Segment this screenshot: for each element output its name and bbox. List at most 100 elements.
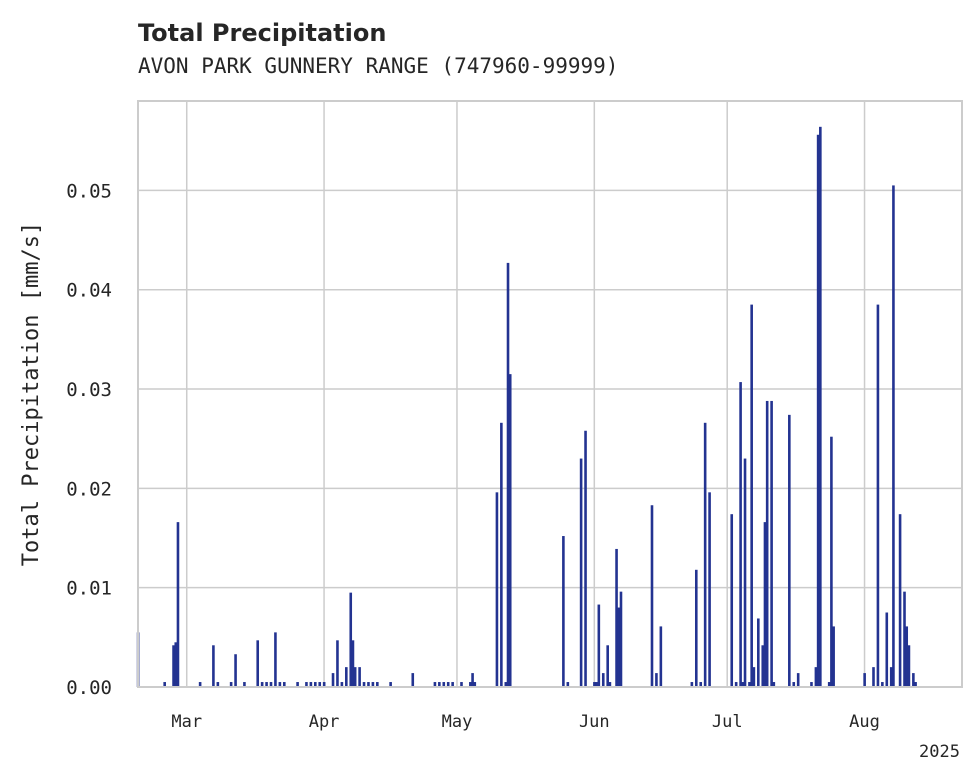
bar-90 bbox=[810, 682, 813, 687]
bar-32 bbox=[362, 682, 366, 687]
bar-54 bbox=[579, 458, 583, 687]
bar-5 bbox=[198, 682, 202, 687]
bar-11 bbox=[256, 640, 260, 687]
bar-56 bbox=[593, 682, 596, 687]
chart-subtitle: AVON PARK GUNNERY RANGE (747960-99999) bbox=[138, 54, 618, 78]
bar-69 bbox=[694, 569, 698, 687]
bar-36 bbox=[389, 682, 392, 687]
chart-title: Total Precipitation bbox=[138, 19, 386, 47]
bar-51 bbox=[508, 374, 512, 687]
bar-99 bbox=[876, 304, 880, 687]
x-tick-label-2: May bbox=[442, 712, 473, 732]
x-axis-ticks: Mar Apr May Jun Jul Aug bbox=[171, 712, 880, 732]
bar-96 bbox=[832, 626, 835, 687]
bar-48 bbox=[500, 422, 503, 687]
bar-58 bbox=[597, 604, 601, 687]
bar-109 bbox=[914, 682, 917, 687]
bar-21 bbox=[314, 682, 317, 687]
bar-60 bbox=[606, 645, 609, 687]
bar-9 bbox=[234, 654, 237, 687]
bar-22 bbox=[318, 682, 322, 687]
bar-44 bbox=[469, 682, 472, 687]
bar-29 bbox=[351, 640, 355, 687]
y-tick-label-3: 0.03 bbox=[66, 379, 112, 401]
bar-93 bbox=[819, 126, 822, 687]
bar-39 bbox=[438, 682, 441, 687]
bar-76 bbox=[741, 682, 745, 687]
bar-50 bbox=[506, 262, 510, 687]
bar-34 bbox=[371, 682, 375, 687]
bar-15 bbox=[274, 632, 277, 687]
bar-89 bbox=[796, 673, 800, 687]
bar-13 bbox=[265, 682, 268, 687]
bar-75 bbox=[739, 382, 742, 687]
bar-23 bbox=[322, 682, 326, 687]
bar-25 bbox=[336, 640, 339, 687]
x-tick-label-0: Mar bbox=[171, 712, 202, 732]
bar-53 bbox=[566, 682, 570, 687]
bar-59 bbox=[601, 673, 605, 687]
bars bbox=[136, 126, 917, 688]
bar-78 bbox=[748, 682, 751, 687]
bar-103 bbox=[892, 185, 895, 688]
grid bbox=[138, 101, 962, 687]
bar-65 bbox=[650, 505, 654, 687]
bar-41 bbox=[446, 682, 450, 687]
bar-95 bbox=[830, 436, 833, 687]
bar-63 bbox=[617, 607, 621, 687]
bar-19 bbox=[305, 682, 308, 687]
x-tick-label-5: Aug bbox=[849, 712, 880, 732]
bar-108 bbox=[912, 673, 915, 687]
bar-84 bbox=[765, 400, 769, 687]
bar-31 bbox=[358, 667, 361, 687]
bar-64 bbox=[619, 591, 623, 687]
bar-82 bbox=[761, 645, 765, 687]
bar-94 bbox=[827, 682, 831, 687]
y-tick-label-4: 0.04 bbox=[66, 280, 112, 302]
bar-38 bbox=[433, 682, 437, 687]
bar-72 bbox=[708, 492, 711, 687]
bar-88 bbox=[792, 682, 796, 687]
bar-46 bbox=[471, 673, 474, 687]
bar-4 bbox=[176, 522, 180, 687]
bar-68 bbox=[690, 682, 694, 687]
bar-49 bbox=[504, 682, 508, 687]
bar-87 bbox=[788, 414, 791, 687]
bar-43 bbox=[460, 682, 463, 687]
bar-45 bbox=[473, 682, 477, 687]
bar-61 bbox=[608, 682, 612, 687]
y-axis-ticks: 0.00 0.01 0.02 0.03 0.04 0.05 bbox=[66, 180, 112, 699]
bar-12 bbox=[260, 682, 264, 687]
bar-26 bbox=[340, 682, 344, 687]
bar-27 bbox=[345, 667, 348, 687]
bar-70 bbox=[699, 682, 703, 687]
bar-14 bbox=[269, 682, 273, 687]
bar-91 bbox=[814, 667, 818, 687]
bar-83 bbox=[763, 522, 767, 687]
bar-2 bbox=[172, 645, 175, 687]
x-tick-label-3: Jun bbox=[579, 712, 610, 732]
bar-35 bbox=[376, 682, 379, 687]
y-tick-label-5: 0.05 bbox=[66, 180, 112, 202]
bar-30 bbox=[353, 667, 357, 687]
bar-92 bbox=[816, 134, 820, 688]
bar-71 bbox=[703, 422, 707, 687]
bar-85 bbox=[770, 400, 773, 687]
bar-6 bbox=[212, 645, 215, 687]
bar-107 bbox=[907, 645, 911, 687]
bar-55 bbox=[584, 430, 587, 687]
bar-100 bbox=[881, 682, 884, 687]
bar-66 bbox=[655, 673, 658, 687]
plot-frame bbox=[137, 100, 963, 688]
bar-57 bbox=[595, 682, 598, 687]
x-tick-label-4: Jul bbox=[712, 712, 743, 732]
bar-105 bbox=[903, 591, 906, 687]
bar-101 bbox=[885, 612, 889, 687]
bar-67 bbox=[659, 626, 663, 687]
bar-98 bbox=[872, 667, 875, 687]
bar-28 bbox=[349, 592, 353, 687]
bar-33 bbox=[367, 682, 370, 687]
bar-7 bbox=[216, 682, 220, 687]
bar-20 bbox=[309, 682, 313, 687]
